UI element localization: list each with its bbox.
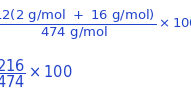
Text: $\dfrac{216}{474} \times 100$: $\dfrac{216}{474} \times 100$ xyxy=(0,58,73,90)
Text: $\dfrac{12(2\ \mathrm{g/mol}\ +\ 16\ \mathrm{g/mol})}{474\ \mathrm{g/mol}} \time: $\dfrac{12(2\ \mathrm{g/mol}\ +\ 16\ \ma… xyxy=(0,8,191,42)
